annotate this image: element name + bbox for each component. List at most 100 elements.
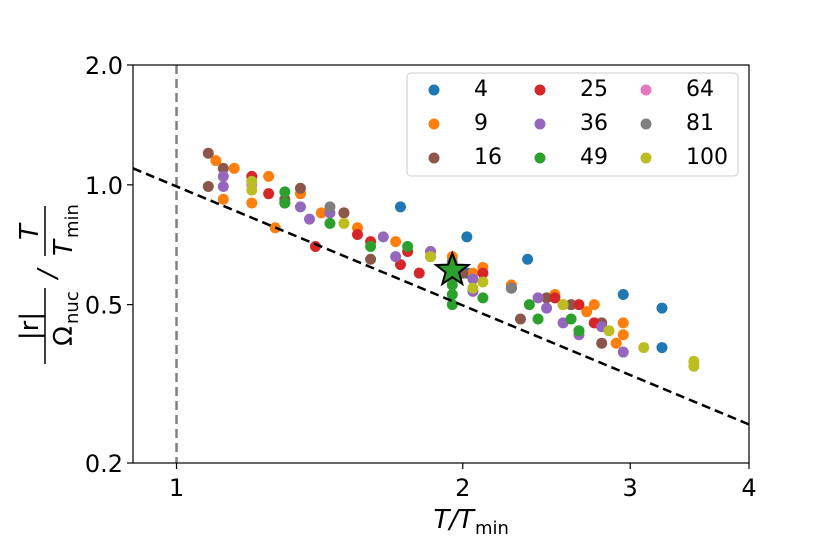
point bbox=[541, 302, 553, 314]
point bbox=[596, 337, 608, 349]
point bbox=[638, 342, 650, 354]
legend-label: 36 bbox=[580, 111, 608, 136]
point bbox=[263, 170, 275, 182]
y-axis-label: |r| Ω nuc / T T min bbox=[15, 204, 83, 364]
x-tick-label: 1 bbox=[169, 474, 184, 502]
point bbox=[581, 306, 593, 318]
point bbox=[413, 267, 425, 279]
point bbox=[541, 292, 553, 304]
point bbox=[390, 251, 402, 263]
point bbox=[365, 240, 377, 252]
point bbox=[617, 346, 629, 358]
y-tick-label: 2.0 bbox=[85, 52, 123, 80]
point bbox=[263, 188, 275, 200]
point bbox=[573, 299, 585, 311]
point bbox=[402, 240, 414, 252]
legend-marker bbox=[428, 152, 440, 164]
y-label-denominator-sub: nuc bbox=[62, 291, 83, 324]
axes-frame bbox=[132, 64, 750, 464]
point bbox=[351, 229, 363, 241]
y-label-numerator: |r| bbox=[15, 312, 45, 340]
point bbox=[549, 292, 561, 304]
point bbox=[565, 313, 577, 325]
point bbox=[324, 217, 336, 229]
highlight-star bbox=[433, 250, 472, 287]
legend-label: 100 bbox=[686, 145, 728, 170]
point bbox=[304, 213, 316, 225]
point bbox=[467, 282, 479, 294]
point bbox=[532, 292, 544, 304]
point bbox=[390, 236, 402, 248]
point bbox=[617, 329, 629, 341]
point bbox=[324, 201, 336, 213]
legend-marker bbox=[428, 118, 440, 130]
x-tick-label: 3 bbox=[623, 474, 638, 502]
point bbox=[279, 186, 291, 198]
point bbox=[603, 325, 615, 337]
point bbox=[467, 273, 479, 285]
point bbox=[394, 201, 406, 213]
point bbox=[446, 289, 458, 301]
point bbox=[309, 240, 321, 252]
legend-box bbox=[406, 72, 739, 177]
point bbox=[588, 299, 600, 311]
point bbox=[656, 302, 668, 314]
point bbox=[461, 231, 473, 243]
point bbox=[202, 147, 214, 159]
y-tick-label: 0.2 bbox=[85, 450, 123, 478]
y-tick-label: 1.0 bbox=[85, 172, 123, 200]
point bbox=[294, 182, 306, 194]
point bbox=[294, 201, 306, 213]
point bbox=[514, 313, 526, 325]
point bbox=[338, 217, 350, 229]
point bbox=[565, 299, 577, 311]
point bbox=[217, 162, 229, 174]
legend-label: 16 bbox=[474, 145, 502, 170]
point bbox=[217, 170, 229, 182]
point bbox=[617, 317, 629, 329]
legend-marker bbox=[534, 118, 546, 130]
point bbox=[338, 207, 350, 219]
point bbox=[522, 253, 534, 265]
point bbox=[688, 360, 700, 372]
point bbox=[573, 325, 585, 337]
x-tick-label: 4 bbox=[741, 474, 756, 502]
y-label-divider: / bbox=[33, 266, 63, 280]
point bbox=[228, 162, 240, 174]
x-axis-label-sub: min bbox=[475, 518, 509, 536]
legend-label: 49 bbox=[580, 145, 608, 170]
point bbox=[610, 337, 622, 349]
point bbox=[246, 197, 258, 209]
point bbox=[523, 299, 535, 311]
point bbox=[532, 313, 544, 325]
y-label-ratio-denominator-sub: min bbox=[62, 204, 83, 238]
legend-marker bbox=[640, 118, 652, 130]
point bbox=[656, 342, 668, 354]
point bbox=[246, 184, 258, 196]
point bbox=[617, 289, 629, 301]
legend-marker bbox=[428, 84, 440, 96]
point bbox=[477, 276, 489, 288]
y-label-denominator: Ω bbox=[49, 326, 79, 346]
point bbox=[202, 181, 214, 193]
point bbox=[246, 175, 258, 187]
plot-area bbox=[133, 65, 749, 463]
legend-label: 9 bbox=[474, 111, 488, 136]
point bbox=[446, 299, 458, 311]
point bbox=[425, 251, 437, 263]
legend-marker bbox=[640, 152, 652, 164]
reference-line bbox=[133, 167, 749, 426]
legend-marker bbox=[640, 84, 652, 96]
legend-label: 4 bbox=[474, 77, 488, 102]
point bbox=[210, 155, 222, 167]
legend-marker bbox=[534, 84, 546, 96]
x-axis-label: T/T bbox=[433, 505, 476, 535]
y-label-ratio-denominator: T bbox=[49, 238, 79, 256]
legend-label: 64 bbox=[686, 77, 714, 102]
point bbox=[217, 181, 229, 193]
point bbox=[505, 282, 517, 294]
point bbox=[315, 207, 327, 219]
point bbox=[477, 292, 489, 304]
